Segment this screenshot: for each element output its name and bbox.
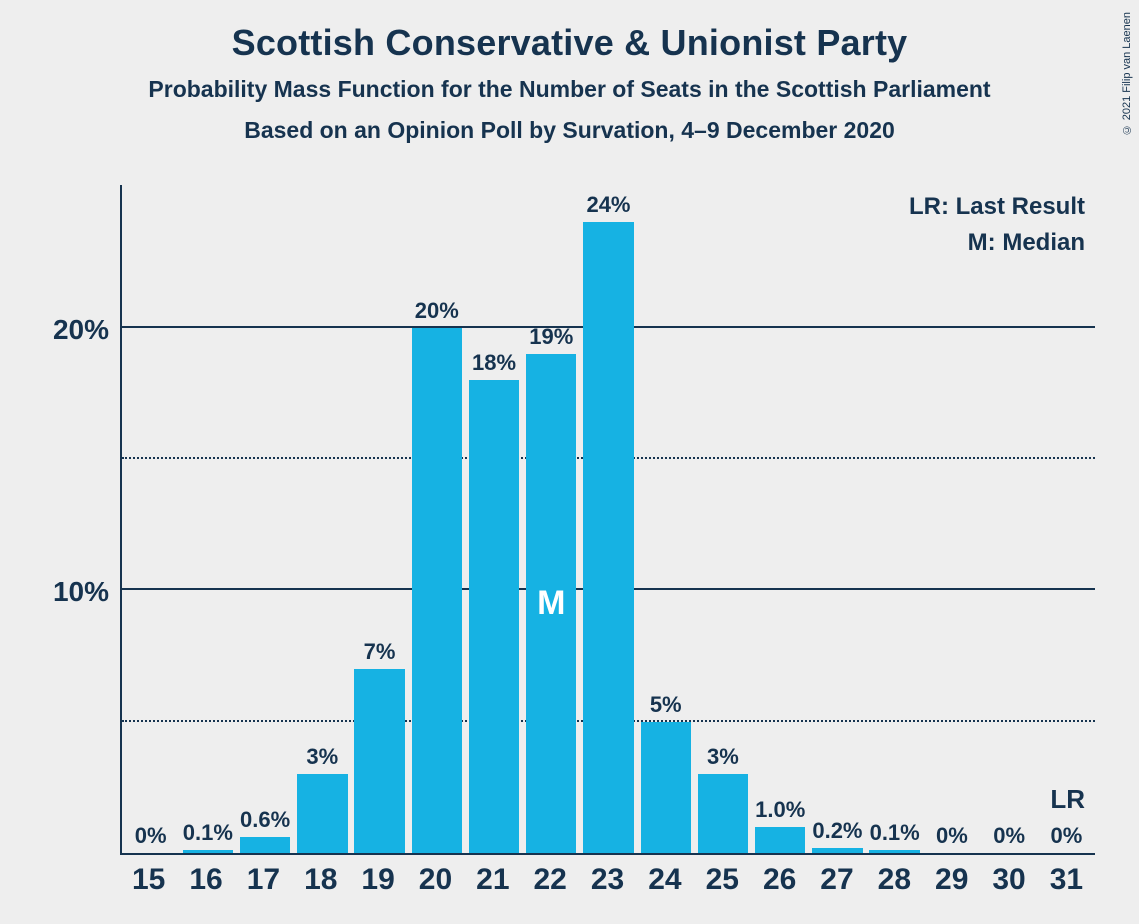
x-axis-label: 26 [751, 863, 808, 897]
x-axis-label: 24 [636, 863, 693, 897]
bar-slot: 3% [294, 185, 351, 853]
bar-slot: 0.2% [809, 185, 866, 853]
bar-slot: 1.0% [752, 185, 809, 853]
bar-slot: 0% [122, 185, 179, 853]
bar: 0.1% [869, 850, 919, 853]
bar: 1.0% [755, 827, 805, 853]
bar-slot: 18% [465, 185, 522, 853]
bar-value-label: 20% [415, 298, 459, 324]
bar-value-label: 0.6% [240, 807, 290, 833]
bar-slot: 0.1% [179, 185, 236, 853]
bar: 7% [354, 669, 404, 853]
bar-slot: 7% [351, 185, 408, 853]
bar-slot: 24% [580, 185, 637, 853]
x-axis-label: 29 [923, 863, 980, 897]
x-axis-label: 15 [120, 863, 177, 897]
bar-value-label: 0.1% [183, 820, 233, 846]
bar-value-label: 0.1% [870, 820, 920, 846]
bar-value-label: 7% [364, 639, 396, 665]
x-axis-label: 23 [579, 863, 636, 897]
x-axis-label: 25 [694, 863, 751, 897]
bar-value-label: 0% [936, 823, 968, 849]
y-axis-label: 10% [53, 576, 109, 608]
y-axis-label: 20% [53, 314, 109, 346]
bar: 18% [469, 380, 519, 853]
x-axis-label: 16 [177, 863, 234, 897]
x-axis-labels: 1516171819202122232425262728293031 [120, 863, 1095, 897]
bar-value-label: 0% [135, 823, 167, 849]
chart-title: Scottish Conservative & Unionist Party [0, 22, 1139, 64]
median-marker: M [537, 584, 565, 623]
chart-subtitle-1: Probability Mass Function for the Number… [0, 76, 1139, 103]
bar: 0.2% [812, 848, 862, 853]
bar: 0.1% [183, 850, 233, 853]
bar-value-label: 3% [306, 744, 338, 770]
x-axis-label: 22 [522, 863, 579, 897]
x-axis-label: 20 [407, 863, 464, 897]
bar-value-label: 1.0% [755, 797, 805, 823]
bar-value-label: 0% [1050, 823, 1082, 849]
bar-value-label: 5% [650, 692, 682, 718]
bar-value-label: 18% [472, 350, 516, 376]
x-axis-label: 21 [464, 863, 521, 897]
x-axis-label: 31 [1038, 863, 1095, 897]
x-axis-label: 27 [808, 863, 865, 897]
bar: 20% [412, 328, 462, 853]
bar-value-label: 19% [529, 324, 573, 350]
bar-slot: 0.1% [866, 185, 923, 853]
bar-slot: 3% [694, 185, 751, 853]
bar-slot: 0% [1038, 185, 1095, 853]
bars-container: 0%0.1%0.6%3%7%20%18%19%M24%5%3%1.0%0.2%0… [122, 185, 1095, 853]
bar: 3% [297, 774, 347, 853]
bar-value-label: 0.2% [812, 818, 862, 844]
plot-area: LR: Last Result M: Median 0%0.1%0.6%3%7%… [120, 185, 1095, 855]
x-axis-label: 30 [980, 863, 1037, 897]
bar: 24% [583, 222, 633, 853]
bar-value-label: 0% [993, 823, 1025, 849]
bar-value-label: 3% [707, 744, 739, 770]
bar-slot: 5% [637, 185, 694, 853]
copyright-text: © 2021 Filip van Laenen [1121, 12, 1133, 135]
x-axis-label: 17 [235, 863, 292, 897]
chart-subtitle-2: Based on an Opinion Poll by Survation, 4… [0, 117, 1139, 144]
x-axis-label: 28 [866, 863, 923, 897]
chart-area: LR: Last Result M: Median 0%0.1%0.6%3%7%… [80, 185, 1095, 855]
bar: 0.6% [240, 837, 290, 853]
lr-marker: LR [1050, 784, 1085, 815]
bar: 5% [641, 722, 691, 853]
bar-slot: 20% [408, 185, 465, 853]
bar-slot: 0% [981, 185, 1038, 853]
bar: 19%M [526, 354, 576, 853]
x-axis-label: 19 [349, 863, 406, 897]
x-axis-label: 18 [292, 863, 349, 897]
bar: 3% [698, 774, 748, 853]
bar-value-label: 24% [586, 192, 630, 218]
bar-slot: 0.6% [236, 185, 293, 853]
bar-slot: 19% M [523, 185, 580, 853]
bar-slot: 0% [923, 185, 980, 853]
